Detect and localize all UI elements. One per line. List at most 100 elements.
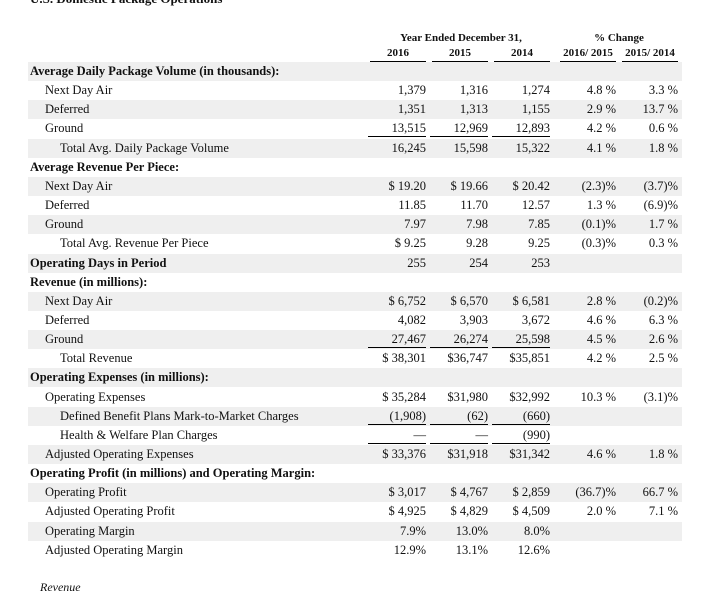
cell-value: $ 33,376: [382, 447, 426, 461]
column-header: 2015/ 2014: [622, 47, 678, 62]
cell-value: 4.1 %: [586, 140, 616, 155]
header-group: % Change: [594, 32, 644, 44]
cell-value: (0.1)%: [581, 217, 616, 232]
cell-value: (3.1)%: [643, 389, 678, 404]
table-row: Ground 7.97 7.98 7.85 (0.1)% 1.7 %: [28, 215, 682, 235]
row-label: Total Avg. Revenue Per Piece: [60, 236, 209, 251]
table-row: Average Revenue Per Piece:: [28, 158, 682, 177]
header-group: Year Ended December 31,: [400, 32, 522, 44]
cell-value: $ 2,859: [512, 485, 551, 500]
cell-value: 0.3 %: [648, 236, 678, 251]
table-row: Adjusted Operating Margin 12.9% 13.1% 12.6%: [28, 541, 682, 560]
cell-value: 26,274: [430, 332, 488, 349]
cell-value: 11.70: [460, 198, 488, 213]
cell-value: 3,672: [521, 312, 550, 327]
table-row: Average Daily Package Volume (in thousan…: [28, 62, 682, 81]
cell-value: (36.7)%: [575, 485, 616, 500]
table-row: Deferred 11.85 11.70 12.57 1.3 % (6.9)%: [28, 196, 682, 215]
row-label: Next Day Air: [45, 178, 113, 193]
cell-value: $ 6,752: [388, 293, 427, 308]
cell-value: 4,082: [397, 312, 426, 327]
cell-value: —: [368, 428, 426, 444]
row-label: Defined Benefit Plans Mark-to-Market Cha…: [60, 408, 299, 423]
cell-value: $ 6,581: [512, 293, 551, 308]
row-label: Next Day Air: [45, 293, 113, 308]
table-row: Revenue (in millions):: [28, 273, 682, 292]
cell-value: 1,316: [459, 83, 488, 98]
table-row: Ground 13,515 12,969 12,893 4.2 % 0.6 %: [28, 119, 682, 138]
table-row: Adjusted Operating Profit $ 4,925 $ 4,829 $…: [28, 502, 682, 521]
cell-value: $35,851: [509, 351, 550, 366]
row-label: Ground: [45, 217, 84, 232]
table-row: Next Day Air 1,379 1,316 1,274 4.8 % 3.3 %: [28, 81, 682, 100]
cell-value: $ 4,829: [450, 504, 489, 519]
cell-value: $31,980: [447, 389, 488, 404]
cell-value: 12,893: [492, 121, 550, 138]
table-row: Total Avg. Daily Package Volume 16,245 15,…: [28, 138, 682, 158]
cell-value: 25,598: [492, 332, 550, 349]
cell-value: 1.3 %: [586, 198, 616, 213]
cell-value: 4.6 %: [586, 312, 616, 327]
cell-value: $ 9.25: [394, 236, 426, 251]
table-row: Operating Margin 7.9% 13.0% 8.0%: [28, 521, 682, 541]
cell-value: 12,969: [430, 121, 488, 138]
section-label: Operating Profit (in millions) and Opera…: [30, 466, 316, 481]
cell-value: 12.9%: [393, 542, 426, 557]
row-label: Adjusted Operating Expenses: [45, 447, 194, 461]
cell-value: 1.7 %: [648, 217, 678, 232]
cell-value: 4.2 %: [586, 351, 616, 366]
cell-value: —: [430, 428, 488, 444]
table-row: Adjusted Operating Expenses $ 33,376 $31,9…: [28, 445, 682, 464]
cell-value: $32,992: [509, 389, 550, 404]
cell-value: $31,918: [447, 447, 488, 461]
cell-value: 13,515: [368, 121, 426, 138]
cell-value: 13.7 %: [642, 102, 678, 117]
cell-value: 1,351: [397, 102, 426, 117]
cell-value: (1,908): [368, 409, 426, 425]
table-row: Defined Benefit Plans Mark-to-Market Cha…: [28, 406, 682, 426]
cell-value: (990): [492, 428, 550, 444]
cell-value: 9.28: [466, 236, 488, 251]
row-label: Operating Margin: [45, 523, 135, 538]
cell-value: 8.0%: [523, 523, 550, 538]
cell-value: 9.25: [528, 236, 550, 251]
cell-value: 255: [407, 255, 426, 270]
row-label: Ground: [45, 121, 84, 136]
cell-value: 2.9 %: [586, 102, 616, 117]
column-header: 2016: [370, 47, 426, 62]
cell-value: $ 20.42: [512, 178, 551, 193]
cell-value: 1,313: [459, 102, 488, 117]
column-header: 2016/ 2015: [560, 47, 616, 62]
table-row: Deferred 1,351 1,313 1,155 2.9 % 13.7 %: [28, 100, 682, 120]
table-row: Total Revenue $ 38,301 $36,747 $35,851 4.2 %…: [28, 349, 682, 368]
cell-value: 2.0 %: [586, 504, 616, 519]
cell-value: 6.3 %: [648, 312, 678, 327]
row-label: Operating Profit: [45, 485, 127, 500]
row-label: Health & Welfare Plan Charges: [60, 427, 218, 442]
page-title: U.S. Domestic Package Operations: [30, 0, 222, 7]
cell-value: $ 6,570: [450, 293, 489, 308]
cell-value: $ 38,301: [382, 351, 426, 366]
cell-value: (660): [492, 409, 550, 425]
cell-value: 253: [531, 255, 550, 270]
row-label: Total Avg. Daily Package Volume: [60, 140, 229, 155]
cell-value: 1,274: [521, 83, 550, 98]
cell-value: $ 35,284: [382, 389, 426, 404]
cell-value: 13.1%: [455, 542, 488, 557]
row-label: Deferred: [45, 198, 90, 213]
column-header: 2015: [432, 47, 488, 62]
cell-value: $ 4,925: [388, 504, 427, 519]
cell-value: 15,322: [515, 140, 550, 155]
cell-value: 1.8 %: [648, 447, 678, 461]
cell-value: 254: [469, 255, 488, 270]
cell-value: 16,245: [391, 140, 426, 155]
cell-value: 12.6%: [517, 542, 550, 557]
cell-value: 7.9%: [399, 523, 426, 538]
cell-value: 2.6 %: [648, 332, 678, 347]
cell-value: 11.85: [398, 198, 426, 213]
row-label: Deferred: [45, 102, 90, 117]
cell-value: 7.85: [528, 217, 550, 232]
cell-value: 12.57: [521, 198, 550, 213]
cell-value: 4.8 %: [586, 83, 616, 98]
